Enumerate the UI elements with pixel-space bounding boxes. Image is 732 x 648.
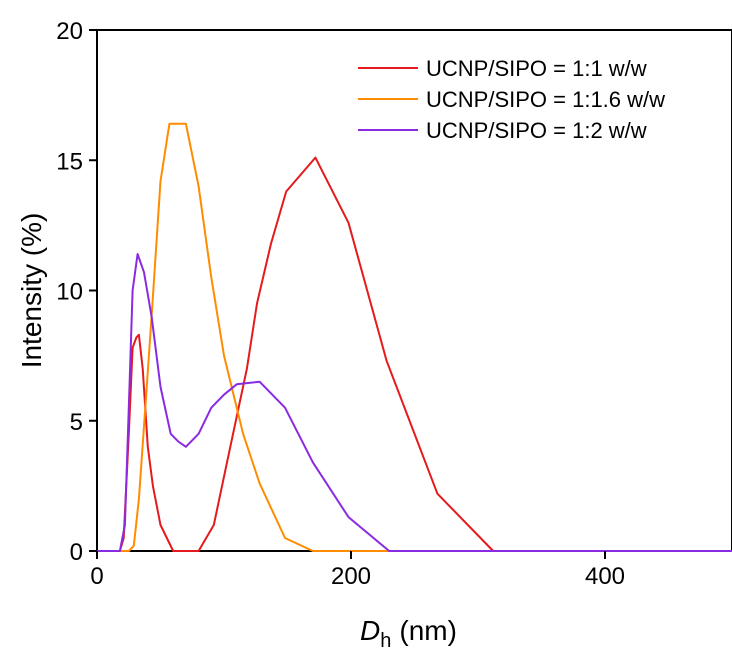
x-axis-ticks: 0 200 400 bbox=[90, 551, 625, 590]
legend: UCNP/SIPO = 1:1 w/w UCNP/SIPO = 1:1.6 w/w… bbox=[358, 56, 665, 143]
legend-label-2: UCNP/SIPO = 1:1.6 w/w bbox=[426, 87, 665, 112]
legend-label-1: UCNP/SIPO = 1:1 w/w bbox=[426, 56, 647, 81]
y-axis-title: Intensity (%) bbox=[16, 213, 47, 369]
x-axis-title-subscript: h bbox=[380, 630, 391, 648]
x-tick-label: 200 bbox=[331, 563, 371, 590]
y-tick-label: 5 bbox=[70, 409, 83, 436]
x-axis-title: Dh (nm) bbox=[360, 615, 457, 648]
x-axis-title-symbol: D bbox=[360, 615, 380, 646]
y-tick-label: 15 bbox=[56, 148, 83, 175]
series-line-3 bbox=[97, 253, 732, 552]
series-line-1 bbox=[97, 156, 732, 552]
y-tick-label: 0 bbox=[70, 539, 83, 566]
y-axis-ticks: 0 5 10 15 20 bbox=[56, 18, 97, 566]
y-tick-label: 10 bbox=[56, 279, 83, 306]
x-tick-label: 0 bbox=[90, 563, 103, 590]
x-tick-label: 400 bbox=[585, 563, 625, 590]
legend-label-3: UCNP/SIPO = 1:2 w/w bbox=[426, 118, 647, 143]
series-line-2 bbox=[97, 122, 732, 552]
y-tick-label: 20 bbox=[56, 18, 83, 45]
x-axis-title-unit: (nm) bbox=[399, 615, 457, 646]
series-group bbox=[97, 122, 732, 552]
